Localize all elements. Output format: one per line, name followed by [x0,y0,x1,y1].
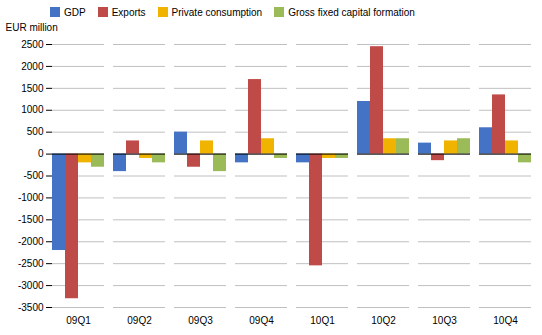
svg-text:10Q2: 10Q2 [371,315,396,326]
svg-text:2000: 2000 [21,61,44,72]
svg-text:-2000: -2000 [18,236,44,247]
svg-text:500: 500 [27,126,44,137]
html-text:Exports: Exports [111,6,146,18]
svg-text:-1000: -1000 [18,192,44,203]
html-text:Gross fixed capital formation: Gross fixed capital formation [288,6,415,18]
svg-text:2500: 2500 [21,39,44,50]
svg-text:09Q4: 09Q4 [249,315,274,326]
svg-text:0: 0 [38,148,44,159]
svg-text:09Q1: 09Q1 [66,315,91,326]
svg-text:1000: 1000 [21,104,44,115]
svg-text:-1500: -1500 [18,214,44,225]
svg-text:-2500: -2500 [18,258,44,269]
svg-text:09Q3: 09Q3 [188,315,213,326]
svg-text:-3000: -3000 [18,280,44,291]
svg-text:10Q4: 10Q4 [493,315,518,326]
svg-text:EUR million: EUR million [6,22,58,33]
svg-text:-500: -500 [23,170,43,181]
svg-text:10Q1: 10Q1 [310,315,335,326]
html-text:GDP: GDP [64,6,86,18]
svg-text:10Q3: 10Q3 [432,315,457,326]
svg-text:09Q2: 09Q2 [127,315,152,326]
html-text:Private consumption: Private consumption [171,6,263,18]
svg-text:-3500: -3500 [18,302,44,313]
svg-text:1500: 1500 [21,83,44,94]
